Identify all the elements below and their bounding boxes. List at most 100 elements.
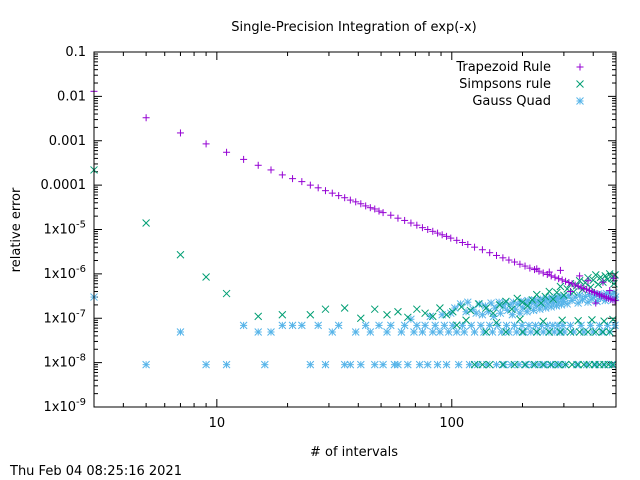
data-point	[566, 288, 574, 296]
x-tick-label: 100	[439, 416, 464, 431]
data-point	[412, 321, 421, 330]
data-point	[584, 328, 592, 336]
legend: Trapezoid Rule Simpsons rule Gauss Quad	[455, 60, 584, 109]
data-point	[412, 305, 421, 314]
data-point	[202, 360, 210, 369]
data-point	[561, 293, 569, 302]
data-point	[493, 251, 501, 259]
data-point	[521, 360, 529, 369]
data-point	[176, 129, 184, 137]
data-point	[516, 309, 524, 318]
data-point	[438, 231, 446, 239]
y-tick-label: 1x10-7	[44, 308, 87, 326]
data-point	[599, 328, 607, 336]
data-point	[488, 328, 497, 336]
y-tick-label: 1x10-6	[44, 264, 87, 282]
legend-label: Trapezoid Rule	[455, 60, 551, 75]
data-point	[386, 321, 395, 330]
data-point	[383, 310, 391, 319]
chart-title: Single-Precision Integration of exp(-x)	[231, 20, 476, 35]
data-point	[470, 328, 479, 336]
data-point	[334, 321, 343, 330]
data-point	[523, 302, 532, 310]
data-point	[502, 321, 511, 330]
data-point	[597, 328, 606, 336]
data-point	[606, 287, 614, 295]
data-point	[434, 229, 442, 237]
data-point	[470, 360, 479, 369]
data-point	[460, 328, 469, 336]
data-point	[611, 297, 619, 305]
data-point	[421, 321, 429, 330]
data-point	[502, 328, 510, 336]
data-point	[375, 321, 383, 330]
data-point	[496, 309, 505, 318]
data-point	[545, 328, 554, 336]
data-point	[478, 246, 486, 254]
data-point	[452, 321, 461, 329]
data-point	[592, 299, 600, 307]
data-point	[444, 328, 453, 336]
data-point	[472, 309, 481, 318]
data-point	[394, 214, 402, 222]
data-point	[278, 310, 287, 319]
data-point	[510, 360, 519, 369]
data-point	[482, 328, 490, 336]
data-point	[335, 192, 343, 200]
data-point	[577, 283, 585, 291]
data-point	[562, 277, 570, 285]
data-point	[605, 328, 614, 336]
data-point	[507, 305, 516, 314]
data-point	[401, 216, 409, 224]
data-point	[433, 360, 442, 369]
data-point	[611, 321, 619, 330]
data-point	[556, 282, 565, 291]
data-point	[306, 181, 314, 189]
data-point	[394, 360, 402, 369]
data-point	[603, 321, 612, 330]
data-point	[530, 360, 539, 369]
data-point	[423, 360, 432, 369]
data-point	[361, 321, 370, 330]
data-point	[415, 360, 424, 369]
data-point	[547, 360, 556, 369]
data-point	[142, 219, 150, 227]
data-point	[552, 288, 561, 297]
data-point	[510, 321, 519, 330]
data-point	[458, 321, 467, 330]
data-point	[518, 321, 526, 330]
data-point	[328, 328, 337, 336]
data-point	[493, 321, 502, 330]
data-point	[607, 360, 616, 369]
data-point	[492, 318, 501, 327]
data-point	[387, 211, 395, 219]
data-point	[436, 304, 444, 312]
data-point	[362, 202, 370, 210]
data-point	[512, 328, 521, 336]
data-point	[356, 314, 365, 323]
data-point	[574, 316, 582, 325]
data-point	[489, 309, 498, 318]
data-point	[447, 234, 455, 242]
data-point	[379, 360, 387, 369]
data-point	[428, 328, 437, 336]
data-point	[352, 198, 360, 206]
legend-label: Gauss Quad	[472, 94, 551, 109]
data-point	[574, 360, 582, 369]
data-point	[591, 328, 600, 336]
data-point	[176, 250, 185, 259]
data-point	[566, 328, 575, 336]
data-point	[499, 360, 507, 369]
data-point	[429, 227, 437, 235]
data-point	[328, 189, 336, 197]
data-point	[314, 321, 323, 330]
timestamp: Thu Feb 04 08:25:16 2021	[9, 464, 182, 479]
data-point	[254, 312, 263, 321]
data-point	[222, 360, 231, 369]
data-point	[588, 316, 596, 324]
data-point	[410, 328, 418, 336]
data-point	[424, 226, 432, 233]
data-point	[440, 321, 449, 330]
data-point	[584, 277, 592, 285]
x-tick-labels: 10 100	[209, 416, 465, 431]
